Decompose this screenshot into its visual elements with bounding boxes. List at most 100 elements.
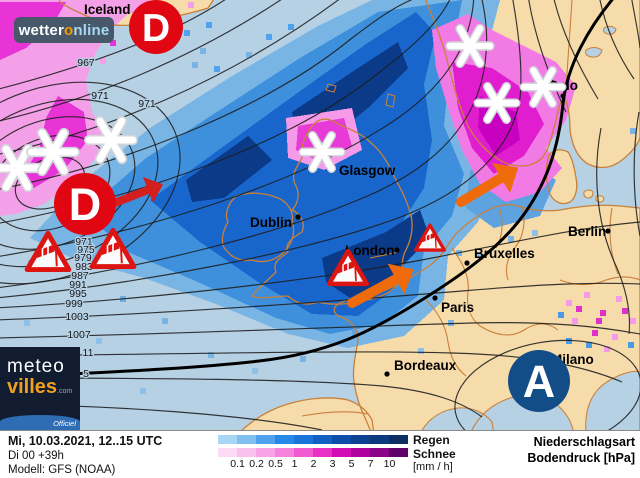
precip-pixel	[576, 306, 582, 312]
footer-run-block: Mi, 10.03.2021, 12..15 UTC Di 00 +39h Mo…	[8, 434, 162, 477]
meteovilles-logo-line1: meteo	[7, 356, 65, 377]
precip-pixel	[192, 62, 198, 68]
precip-pixel	[110, 40, 116, 46]
legend-rain-segment	[237, 435, 256, 444]
legend-rain-segment	[370, 435, 389, 444]
city-dot	[605, 228, 611, 234]
wetteronline-logo-sun-o: o	[64, 21, 74, 39]
precip-pixel	[300, 356, 306, 362]
legend-snow-label: Schnee	[413, 446, 456, 461]
isobar-label: 971	[75, 236, 93, 248]
isobar-label: 1003	[65, 311, 89, 323]
isobar-label: 995	[69, 288, 87, 300]
isobar-label: 987	[71, 270, 89, 282]
precip-pixel	[566, 338, 572, 344]
legend-snow-segment	[370, 448, 389, 457]
legend-snow-segment	[313, 448, 332, 457]
legend-rain-segment	[275, 435, 294, 444]
precip-pixel	[622, 308, 628, 314]
city-label: Paris	[441, 300, 474, 315]
flow-arrow-shaft	[347, 274, 401, 308]
model-run-label: Di 00 +39h	[8, 450, 64, 462]
precip-pixel	[596, 318, 602, 324]
city-label: Dublin	[250, 215, 292, 230]
isobar-label: 983	[75, 261, 93, 273]
model-name-label: Modell: GFS (NOAA)	[8, 464, 116, 476]
footer-bar: Mi, 10.03.2021, 12..15 UTC Di 00 +39h Mo…	[0, 430, 640, 478]
legend-tick: 10	[383, 458, 396, 470]
pressure-center-letter: A	[523, 356, 555, 407]
legend-snow-segment	[218, 448, 237, 457]
precip-pixel	[206, 22, 212, 28]
isobar-label: 971	[91, 90, 109, 102]
city-dot	[384, 371, 390, 377]
flow-arrows	[108, 162, 519, 308]
city-label: London	[345, 243, 394, 258]
precip-pixel	[162, 318, 168, 324]
precip-pixel	[628, 342, 634, 348]
precip-pixel	[612, 334, 618, 340]
city-label: Bruxelles	[474, 246, 535, 261]
legend-tick: 1	[291, 458, 298, 470]
legend-rain-segment	[313, 435, 332, 444]
precip-pixel	[508, 236, 514, 242]
isobar-label: 967	[77, 57, 95, 69]
precip-pixel	[96, 338, 102, 344]
legend-tick: 7	[367, 458, 374, 470]
legend-unit-label: [mm / h]	[413, 461, 453, 473]
precip-pixel	[100, 58, 106, 64]
legend-snow-segment	[332, 448, 351, 457]
precip-pixel	[584, 292, 590, 298]
legend-rain-segment	[218, 435, 237, 444]
precip-pixel	[600, 310, 606, 316]
region-labels: Iceland	[84, 2, 131, 17]
pressure-center-circle	[54, 173, 116, 235]
city-label: Glasgow	[339, 163, 396, 178]
meteovilles-logo-badge: Officiel	[53, 419, 76, 428]
legend-tick: 0.1	[230, 458, 245, 470]
pressure-center-letter: D	[69, 179, 101, 230]
city-label: Bordeaux	[394, 358, 457, 373]
weather-map: 9679719719719759799839879919959991003100…	[0, 0, 640, 453]
legend-snow-segment	[256, 448, 275, 457]
flow-arrow-head	[142, 176, 163, 204]
precip-pixel	[630, 128, 636, 134]
isobar-label: 975	[77, 244, 95, 256]
legend-snow-segment	[237, 448, 256, 457]
legend-rain-segment	[389, 435, 408, 444]
front-line	[0, 0, 614, 380]
flow-arrow-shaft	[456, 173, 506, 207]
meteovilles-logo[interactable]: meteo villes.com Officiel	[0, 347, 80, 430]
city-dot	[560, 93, 566, 99]
pressure-center-circle	[129, 0, 183, 54]
precip-pixel	[592, 330, 598, 336]
isobar-label: 999	[65, 298, 83, 310]
legend-snow-segment	[351, 448, 370, 457]
precip-pixel	[140, 388, 146, 394]
precip-pixel	[246, 52, 252, 58]
precip-pixel	[572, 318, 578, 324]
precip-pixel	[188, 2, 194, 8]
legend-rain-bar	[218, 435, 408, 444]
legend-tick: 2	[310, 458, 317, 470]
precip-pixel	[184, 30, 190, 36]
legend-tick: 0.5	[268, 458, 283, 470]
legend-snow-segment	[389, 448, 408, 457]
legend-rain-label: Regen	[413, 433, 450, 447]
precip-pixel	[266, 34, 272, 40]
precip-pixel	[566, 300, 572, 306]
wetteronline-logo[interactable]: wetter o nline	[14, 17, 114, 43]
legend-rain-segment	[294, 435, 313, 444]
meteovilles-logo-line2: villes.com	[7, 376, 73, 398]
precip-pixel	[120, 8, 126, 14]
legend-snow-segment	[294, 448, 313, 457]
city-dot	[295, 214, 301, 220]
city-label: Berlin	[568, 224, 606, 239]
precip-pixel	[200, 48, 206, 54]
precip-pixel	[630, 318, 636, 324]
legend-tick: 3	[329, 458, 336, 470]
legend-name-block: Regen Schnee [mm / h]	[413, 433, 456, 474]
precip-pixel	[252, 368, 258, 374]
precip-pixel	[54, 236, 60, 242]
